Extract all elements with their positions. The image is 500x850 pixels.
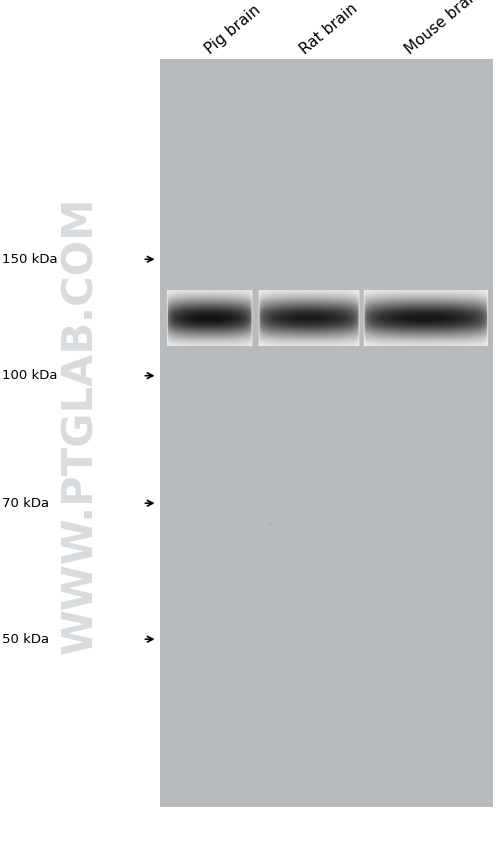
Text: 70 kDa: 70 kDa bbox=[2, 496, 50, 510]
Text: 100 kDa: 100 kDa bbox=[2, 369, 58, 382]
Text: WWW.PTGLAB.COM: WWW.PTGLAB.COM bbox=[59, 196, 101, 654]
Text: 150 kDa: 150 kDa bbox=[2, 252, 58, 266]
Text: Rat brain: Rat brain bbox=[298, 1, 360, 57]
Text: Pig brain: Pig brain bbox=[202, 3, 264, 57]
Text: 50 kDa: 50 kDa bbox=[2, 632, 50, 646]
Text: Mouse brain: Mouse brain bbox=[402, 0, 484, 57]
